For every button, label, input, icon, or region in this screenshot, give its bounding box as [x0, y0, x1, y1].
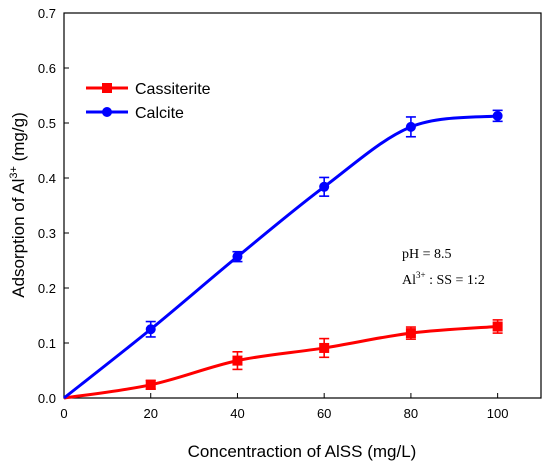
y-tick-label: 0.1	[38, 336, 56, 351]
data-point-calcite	[405, 121, 416, 132]
data-point-calcite	[319, 181, 330, 192]
y-tick-label: 0.7	[38, 6, 56, 21]
plot-frame	[63, 12, 542, 399]
x-tick-label: 60	[317, 406, 331, 421]
x-tick-label: 0	[60, 406, 67, 421]
legend-marker-calcite	[102, 107, 112, 117]
y-tick-label: 0.0	[38, 391, 56, 406]
data-point-cassiterite	[492, 321, 503, 332]
y-tick-label: 0.2	[38, 281, 56, 296]
legend-label-cassiterite: Cassiterite	[135, 81, 211, 98]
legend-label-calcite: Calcite	[135, 105, 184, 122]
y-tick-label: 0.5	[38, 116, 56, 131]
data-point-calcite	[492, 110, 503, 121]
data-point-cassiterite	[405, 328, 416, 339]
y-axis-ticks: 0.0 0.1 0.2 0.3 0.4 0.5 0.6 0.7	[38, 6, 69, 406]
x-axis-ticks: 0 20 40 60 80 100	[60, 393, 508, 421]
series-calcite	[63, 109, 503, 400]
x-axis-label: Concentraction of AlSS (mg/L)	[188, 442, 417, 461]
series-cassiterite	[63, 319, 503, 400]
annotation-ratio: Al3+ : SS = 1:2	[402, 270, 485, 288]
data-point-calcite	[145, 324, 156, 335]
series-line-cassiterite	[63, 325, 498, 400]
series-layer	[63, 109, 503, 400]
legend: Cassiterite Calcite	[86, 81, 211, 122]
x-tick-label: 100	[487, 406, 509, 421]
y-tick-label: 0.3	[38, 226, 56, 241]
x-tick-label: 20	[143, 406, 157, 421]
data-point-cassiterite	[319, 342, 330, 353]
data-point-cassiterite	[232, 355, 243, 366]
annotation-ph: pH = 8.5	[402, 247, 452, 262]
y-tick-label: 0.6	[38, 61, 56, 76]
y-tick-label: 0.4	[38, 171, 56, 186]
legend-marker-cassiterite	[102, 83, 112, 93]
x-tick-label: 80	[404, 406, 418, 421]
y-axis-label: Adsorption of Al3+ (mg/g)	[8, 112, 28, 297]
x-tick-label: 40	[230, 406, 244, 421]
data-point-calcite	[232, 251, 243, 262]
data-point-cassiterite	[145, 379, 156, 390]
